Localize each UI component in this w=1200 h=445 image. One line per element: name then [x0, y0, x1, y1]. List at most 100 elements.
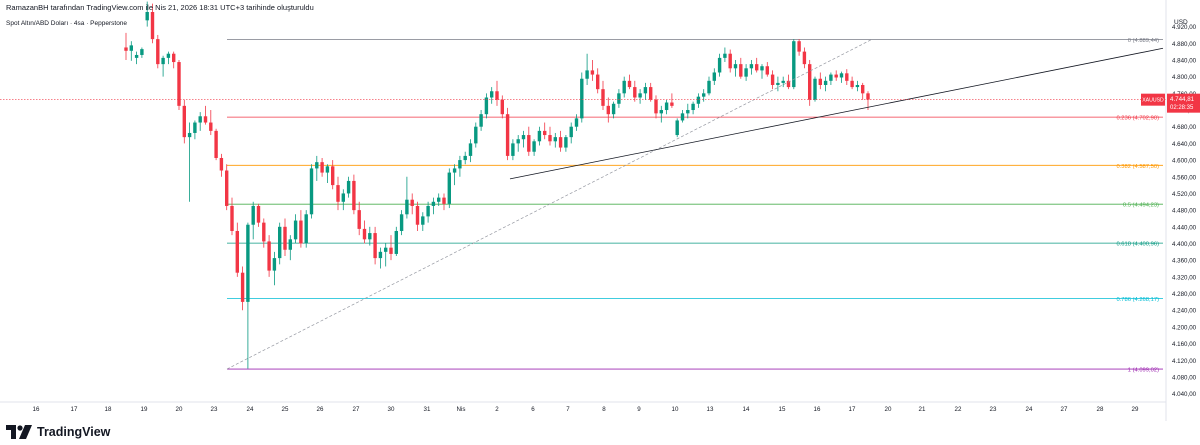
drawing-lines[interactable]	[0, 39, 1166, 370]
candle[interactable]	[712, 68, 716, 85]
candle[interactable]	[235, 222, 239, 277]
candle[interactable]	[611, 101, 616, 119]
candle[interactable]	[532, 139, 536, 156]
candle[interactable]	[458, 155, 462, 177]
candle[interactable]	[331, 160, 335, 190]
candle[interactable]	[569, 122, 573, 144]
candle[interactable]	[378, 247, 383, 269]
candle[interactable]	[293, 214, 298, 244]
candle[interactable]	[505, 107, 510, 161]
candle[interactable]	[389, 235, 393, 261]
candle[interactable]	[272, 251, 277, 286]
candle[interactable]	[733, 59, 738, 77]
candle[interactable]	[341, 189, 345, 211]
candle[interactable]	[447, 168, 451, 209]
candle[interactable]	[680, 110, 685, 123]
candle[interactable]	[405, 176, 409, 219]
candle[interactable]	[818, 72, 822, 90]
candle[interactable]	[654, 95, 658, 119]
candle[interactable]	[415, 201, 420, 231]
candle[interactable]	[410, 193, 414, 215]
candle[interactable]	[823, 76, 828, 92]
candle[interactable]	[739, 57, 743, 79]
symbol-title[interactable]: Spot Altın/ABD Doları · 4sa · Pepperston…	[6, 20, 128, 27]
candle[interactable]	[140, 47, 144, 58]
candle[interactable]	[638, 89, 642, 104]
candle[interactable]	[288, 235, 292, 261]
candle[interactable]	[749, 59, 754, 75]
candle[interactable]	[166, 51, 171, 65]
candle[interactable]	[203, 105, 208, 125]
candle[interactable]	[855, 80, 860, 92]
candle[interactable]	[145, 1, 149, 27]
candle[interactable]	[219, 153, 224, 177]
candle[interactable]	[755, 57, 759, 73]
candle[interactable]	[421, 212, 425, 231]
candle[interactable]	[813, 76, 817, 102]
tradingview-logo[interactable]: TradingView	[6, 425, 110, 439]
candle[interactable]	[246, 222, 250, 369]
candle[interactable]	[776, 76, 780, 92]
candle[interactable]	[521, 130, 526, 148]
candle[interactable]	[187, 122, 192, 202]
candle[interactable]	[468, 139, 473, 163]
candle[interactable]	[627, 74, 632, 90]
candle[interactable]	[707, 76, 711, 96]
candle[interactable]	[686, 103, 690, 119]
candlestick-series[interactable]	[124, 1, 870, 369]
price-axis[interactable]: 4.920,004.880,004.840,004.800,004.760,00…	[1172, 24, 1197, 398]
candle[interactable]	[500, 95, 504, 119]
candle[interactable]	[717, 53, 722, 77]
candle[interactable]	[664, 99, 669, 115]
candle[interactable]	[431, 197, 436, 215]
candle[interactable]	[320, 157, 324, 177]
candle[interactable]	[357, 201, 361, 236]
candle[interactable]	[399, 210, 404, 236]
candle[interactable]	[426, 201, 430, 223]
candle[interactable]	[209, 110, 213, 136]
candle[interactable]	[548, 126, 552, 146]
candle[interactable]	[659, 105, 663, 123]
candle[interactable]	[240, 266, 245, 311]
candle[interactable]	[580, 72, 584, 123]
candle[interactable]	[675, 118, 679, 138]
candle[interactable]	[346, 176, 351, 198]
fibonacci-retracement[interactable]: 0 (4.889,44) 0.236 (4.702,90) 0.382 (4.587…	[227, 38, 1163, 374]
candle[interactable]	[256, 203, 261, 227]
candle[interactable]	[585, 53, 589, 85]
candle[interactable]	[193, 120, 197, 140]
candle[interactable]	[315, 155, 319, 181]
candle[interactable]	[797, 39, 801, 56]
candle[interactable]	[834, 70, 838, 81]
candle[interactable]	[362, 220, 367, 244]
candle[interactable]	[845, 69, 849, 85]
candle[interactable]	[516, 135, 520, 152]
candle[interactable]	[596, 68, 600, 94]
fib-diagonal-line[interactable]	[226, 39, 873, 370]
candle[interactable]	[172, 51, 176, 69]
candle[interactable]	[696, 93, 701, 108]
candle[interactable]	[792, 39, 796, 90]
candle[interactable]	[574, 114, 579, 131]
candle[interactable]	[511, 139, 515, 161]
candle[interactable]	[829, 72, 833, 85]
candle[interactable]	[691, 101, 695, 115]
candle[interactable]	[309, 164, 314, 219]
candle[interactable]	[495, 80, 499, 106]
candle[interactable]	[474, 122, 478, 148]
candle[interactable]	[384, 243, 388, 267]
candle[interactable]	[437, 193, 441, 206]
candle[interactable]	[537, 126, 542, 146]
candle[interactable]	[304, 210, 308, 248]
candle[interactable]	[161, 55, 165, 77]
candle[interactable]	[182, 99, 186, 144]
candle[interactable]	[723, 47, 727, 63]
candle[interactable]	[394, 226, 398, 257]
candle[interactable]	[452, 164, 457, 186]
candle[interactable]	[590, 59, 595, 81]
candle[interactable]	[134, 51, 139, 65]
candle[interactable]	[808, 59, 812, 106]
candle[interactable]	[702, 89, 706, 102]
candle[interactable]	[463, 151, 467, 165]
